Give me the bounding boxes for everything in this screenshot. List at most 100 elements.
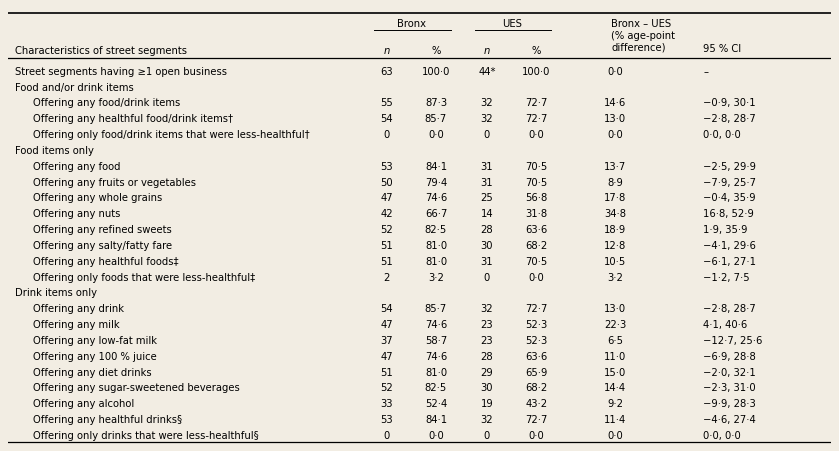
Text: 54: 54: [380, 114, 393, 124]
Text: 100·0: 100·0: [522, 67, 550, 77]
Text: Offering any nuts: Offering any nuts: [33, 209, 121, 219]
Text: 0·0: 0·0: [529, 430, 545, 440]
Text: 100·0: 100·0: [422, 67, 451, 77]
Text: 84·1: 84·1: [425, 414, 447, 424]
Text: 53: 53: [380, 161, 393, 171]
Text: −2·8, 28·7: −2·8, 28·7: [703, 114, 756, 124]
Text: 68·2: 68·2: [525, 240, 547, 250]
Text: −2·5, 29·9: −2·5, 29·9: [703, 161, 756, 171]
Text: 0·0: 0·0: [428, 130, 444, 140]
Text: −6·1, 27·1: −6·1, 27·1: [703, 256, 756, 266]
Text: 51: 51: [380, 256, 393, 266]
Text: 31: 31: [481, 256, 493, 266]
Text: −4·6, 27·4: −4·6, 27·4: [703, 414, 756, 424]
Text: 0·0: 0·0: [607, 67, 623, 77]
Text: Street segments having ≥1 open business: Street segments having ≥1 open business: [15, 67, 227, 77]
Text: 72·7: 72·7: [525, 114, 547, 124]
Text: –: –: [703, 67, 708, 77]
Text: 72·7: 72·7: [525, 98, 547, 108]
Text: 16·8, 52·9: 16·8, 52·9: [703, 209, 754, 219]
Text: 70·5: 70·5: [525, 161, 547, 171]
Text: 0·0: 0·0: [529, 272, 545, 282]
Text: Offering any food: Offering any food: [33, 161, 121, 171]
Text: Offering any sugar-sweetened beverages: Offering any sugar-sweetened beverages: [33, 382, 240, 392]
Text: 52: 52: [380, 225, 393, 235]
Text: 84·1: 84·1: [425, 161, 447, 171]
Text: Offering any milk: Offering any milk: [33, 319, 120, 329]
Text: 52: 52: [380, 382, 393, 392]
Text: 12·8: 12·8: [604, 240, 626, 250]
Text: 14: 14: [481, 209, 493, 219]
Text: 68·2: 68·2: [525, 382, 547, 392]
Text: 53: 53: [380, 414, 393, 424]
Text: −12·7, 25·6: −12·7, 25·6: [703, 335, 763, 345]
Text: 47: 47: [380, 351, 393, 361]
Text: Offering any diet drinks: Offering any diet drinks: [33, 367, 152, 377]
Text: Offering any whole grains: Offering any whole grains: [33, 193, 162, 203]
Text: 31: 31: [481, 177, 493, 187]
Text: 58·7: 58·7: [425, 335, 447, 345]
Text: Offering any fruits or vegetables: Offering any fruits or vegetables: [33, 177, 196, 187]
Text: 34·8: 34·8: [604, 209, 626, 219]
Text: 14·6: 14·6: [604, 98, 626, 108]
Text: 79·4: 79·4: [425, 177, 447, 187]
Text: 81·0: 81·0: [425, 367, 447, 377]
Text: 28: 28: [481, 351, 493, 361]
Text: 31: 31: [481, 161, 493, 171]
Text: 63: 63: [380, 67, 393, 77]
Text: 43·2: 43·2: [525, 398, 547, 408]
Text: −2·8, 28·7: −2·8, 28·7: [703, 304, 756, 313]
Text: 0: 0: [484, 272, 490, 282]
Text: 55: 55: [380, 98, 393, 108]
Text: 81·0: 81·0: [425, 256, 447, 266]
Text: 15·0: 15·0: [604, 367, 626, 377]
Text: Bronx – UES
(% age-point
difference): Bronx – UES (% age-point difference): [611, 18, 675, 53]
Text: 14·4: 14·4: [604, 382, 626, 392]
Text: 0·0, 0·0: 0·0, 0·0: [703, 130, 741, 140]
Text: 51: 51: [380, 240, 393, 250]
Text: 10·5: 10·5: [604, 256, 626, 266]
Text: 74·6: 74·6: [425, 319, 447, 329]
Text: Food and/or drink items: Food and/or drink items: [15, 83, 133, 92]
Text: 63·6: 63·6: [525, 351, 547, 361]
Text: −4·1, 29·6: −4·1, 29·6: [703, 240, 756, 250]
Text: Offering any refined sweets: Offering any refined sweets: [33, 225, 172, 235]
Text: 0: 0: [484, 130, 490, 140]
Text: %: %: [532, 46, 541, 56]
Text: 25: 25: [481, 193, 493, 203]
Text: 13·0: 13·0: [604, 114, 626, 124]
Text: 54: 54: [380, 304, 393, 313]
Text: −6·9, 28·8: −6·9, 28·8: [703, 351, 756, 361]
Text: Offering any 100 % juice: Offering any 100 % juice: [33, 351, 157, 361]
Text: Offering any healthful foods‡: Offering any healthful foods‡: [33, 256, 179, 266]
Text: Bronx: Bronx: [397, 19, 425, 29]
Text: 74·6: 74·6: [425, 193, 447, 203]
Text: Offering any alcohol: Offering any alcohol: [33, 398, 134, 408]
Text: 9·2: 9·2: [607, 398, 623, 408]
Text: 85·7: 85·7: [425, 304, 447, 313]
Text: 70·5: 70·5: [525, 177, 547, 187]
Text: 0: 0: [383, 130, 390, 140]
Text: Offering only food/drink items that were less-healthful†: Offering only food/drink items that were…: [33, 130, 310, 140]
Text: 32: 32: [481, 114, 493, 124]
Text: 52·4: 52·4: [425, 398, 447, 408]
Text: 47: 47: [380, 319, 393, 329]
Text: 23: 23: [481, 319, 493, 329]
Text: 44*: 44*: [478, 67, 496, 77]
Text: UES: UES: [502, 19, 522, 29]
Text: Offering any salty/fatty fare: Offering any salty/fatty fare: [33, 240, 172, 250]
Text: 52·3: 52·3: [525, 335, 547, 345]
Text: 32: 32: [481, 414, 493, 424]
Text: n: n: [383, 46, 390, 56]
Text: 0·0, 0·0: 0·0, 0·0: [703, 430, 741, 440]
Text: −1·2, 7·5: −1·2, 7·5: [703, 272, 750, 282]
Text: Food items only: Food items only: [15, 146, 94, 156]
Text: 0·0: 0·0: [529, 130, 545, 140]
Text: Offering only foods that were less-healthful‡: Offering only foods that were less-healt…: [33, 272, 255, 282]
Text: 74·6: 74·6: [425, 351, 447, 361]
Text: 56·8: 56·8: [525, 193, 547, 203]
Text: 2: 2: [383, 272, 390, 282]
Text: 1·9, 35·9: 1·9, 35·9: [703, 225, 748, 235]
Text: 32: 32: [481, 304, 493, 313]
Text: Offering any drink: Offering any drink: [33, 304, 124, 313]
